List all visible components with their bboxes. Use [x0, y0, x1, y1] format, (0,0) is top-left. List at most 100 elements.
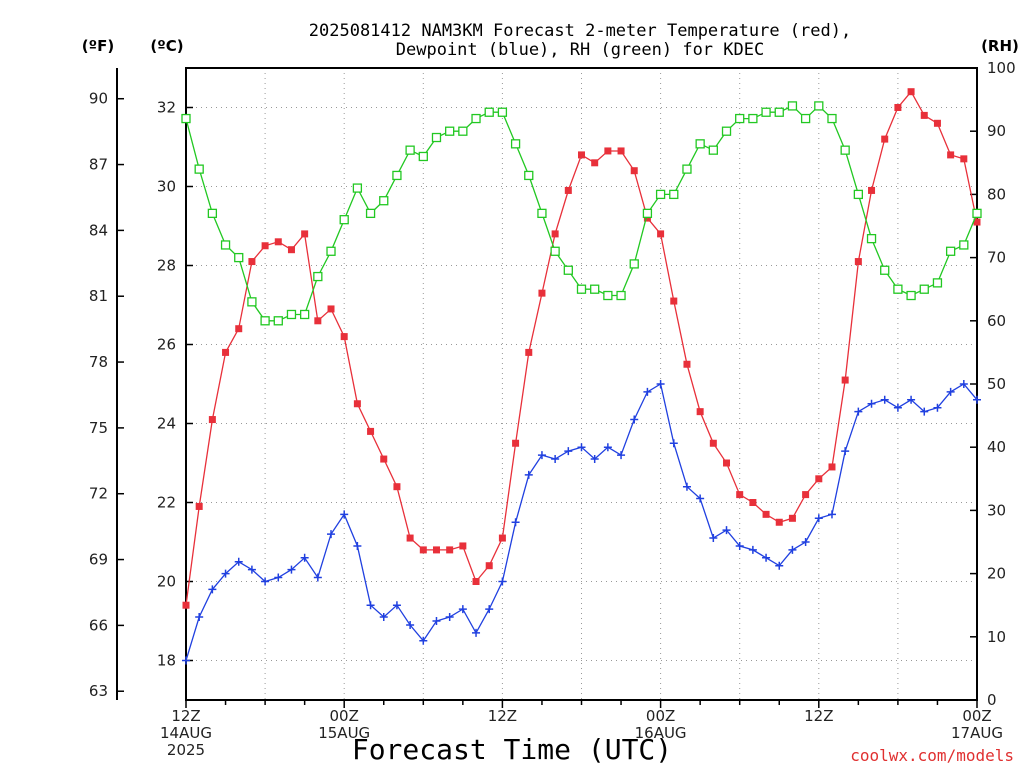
dewpoint-point [907, 395, 916, 404]
rh-point [655, 189, 666, 200]
rh-point [352, 183, 363, 193]
rh-point [471, 113, 481, 124]
dewpoint-point [366, 601, 375, 610]
celsius-tick-label: 26 [157, 336, 176, 354]
dewpoint-point [854, 407, 863, 416]
temperature-point [195, 502, 203, 510]
celsius-tick-label: 22 [157, 494, 176, 512]
dewpoint-point [722, 526, 731, 535]
fahrenheit-tick-label: 66 [89, 616, 108, 634]
temperature-point [446, 546, 454, 554]
dewpoint-point [340, 510, 349, 519]
temperature-point [235, 325, 243, 333]
rh-point [906, 290, 916, 301]
chart-title-line1: 2025081412 NAM3KM Forecast 2-meter Tempe… [309, 21, 851, 41]
dewpoint-point [577, 443, 586, 452]
dewpoint-point [195, 613, 204, 622]
dewpoint-point [801, 538, 810, 546]
dewpoint-point [485, 605, 494, 614]
rh-point [207, 208, 218, 219]
rh-point [458, 126, 468, 136]
dewpoint-point [353, 541, 362, 550]
rh-point [299, 309, 310, 320]
rh-point [445, 126, 455, 136]
temperature-point [182, 601, 190, 609]
dewpoint-point [208, 585, 217, 594]
temperature-point [881, 135, 889, 143]
rh-tick-label: 30 [987, 501, 1006, 519]
rh-point [629, 259, 639, 269]
temperature-point [973, 218, 981, 226]
temperature-point [380, 455, 388, 463]
temperature-point [854, 258, 862, 266]
temperature-point [604, 147, 612, 155]
rh-point [286, 309, 297, 320]
rh-point [932, 278, 943, 288]
rh-point [550, 246, 560, 256]
fahrenheit-tick-label: 81 [89, 287, 108, 305]
temperature-point [327, 305, 335, 313]
dewpoint-point [827, 510, 836, 519]
fahrenheit-unit-label: (ºF) [82, 37, 114, 55]
temperature-point [432, 546, 440, 554]
temperature-point [222, 348, 230, 356]
rh-point [194, 164, 204, 174]
dewpoint-point [959, 380, 968, 388]
dewpoint-point [669, 439, 678, 448]
x-tick-label: 12Z [488, 707, 517, 725]
dewpoint-point [221, 569, 230, 578]
temperature-point [367, 427, 375, 435]
dewpoint-point [590, 455, 599, 464]
dewpoint-point [735, 541, 744, 550]
dewpoint-point [551, 455, 560, 464]
chart-axes: 63 66 69 72 75 78 81 84 87 90 18 20 22 24 26 28 30 32 0 10 2… [89, 59, 1016, 759]
rh-point [484, 107, 494, 117]
dewpoint-point [643, 387, 652, 396]
rh-tick-label: 20 [987, 565, 1006, 583]
rh-tick-label: 40 [987, 438, 1006, 456]
x-tick-label: 00Z [962, 707, 991, 725]
dewpoint-point [788, 545, 797, 554]
rh-point [326, 246, 336, 256]
temperature-point [419, 546, 427, 554]
rh-point [510, 139, 521, 149]
rh-point [313, 271, 323, 282]
dewpoint-point [274, 573, 283, 582]
x-tick-label: 00Z [646, 707, 675, 725]
temperature-point [920, 111, 928, 119]
rh-tick-label: 100 [987, 59, 1016, 77]
temperature-point [960, 155, 968, 163]
dewpoint-point [247, 565, 256, 574]
rh-point [735, 113, 745, 124]
celsius-tick-label: 32 [157, 99, 176, 117]
x-tick-label: 12Z [804, 707, 833, 725]
dewpoint-point [234, 557, 243, 566]
temperature-point [512, 439, 520, 447]
rh-point [774, 107, 784, 117]
dewpoint-point [300, 553, 309, 562]
temperature-point [393, 483, 401, 491]
rh-point [853, 189, 863, 200]
rh-point [576, 284, 587, 294]
temperature-point [301, 230, 309, 238]
fahrenheit-tick-label: 69 [89, 551, 108, 569]
rh-point [814, 101, 824, 111]
temperature-point [617, 147, 625, 155]
rh-point [682, 164, 692, 174]
temperature-point [485, 562, 493, 570]
rh-point [537, 208, 547, 219]
dewpoint-line [185, 382, 978, 661]
dewpoint-point [564, 447, 573, 456]
temperature-point [314, 317, 322, 325]
rh-point [181, 113, 191, 124]
dewpoint-point [775, 561, 784, 570]
x-tick-label: 15AUG [318, 724, 370, 742]
rh-point [800, 113, 811, 124]
dewpoint-point [933, 403, 942, 412]
temperature-point [802, 491, 810, 499]
temperature-point [868, 186, 876, 194]
fahrenheit-tick-label: 90 [89, 90, 108, 108]
rh-point [827, 113, 837, 124]
dewpoint-point [458, 605, 467, 614]
